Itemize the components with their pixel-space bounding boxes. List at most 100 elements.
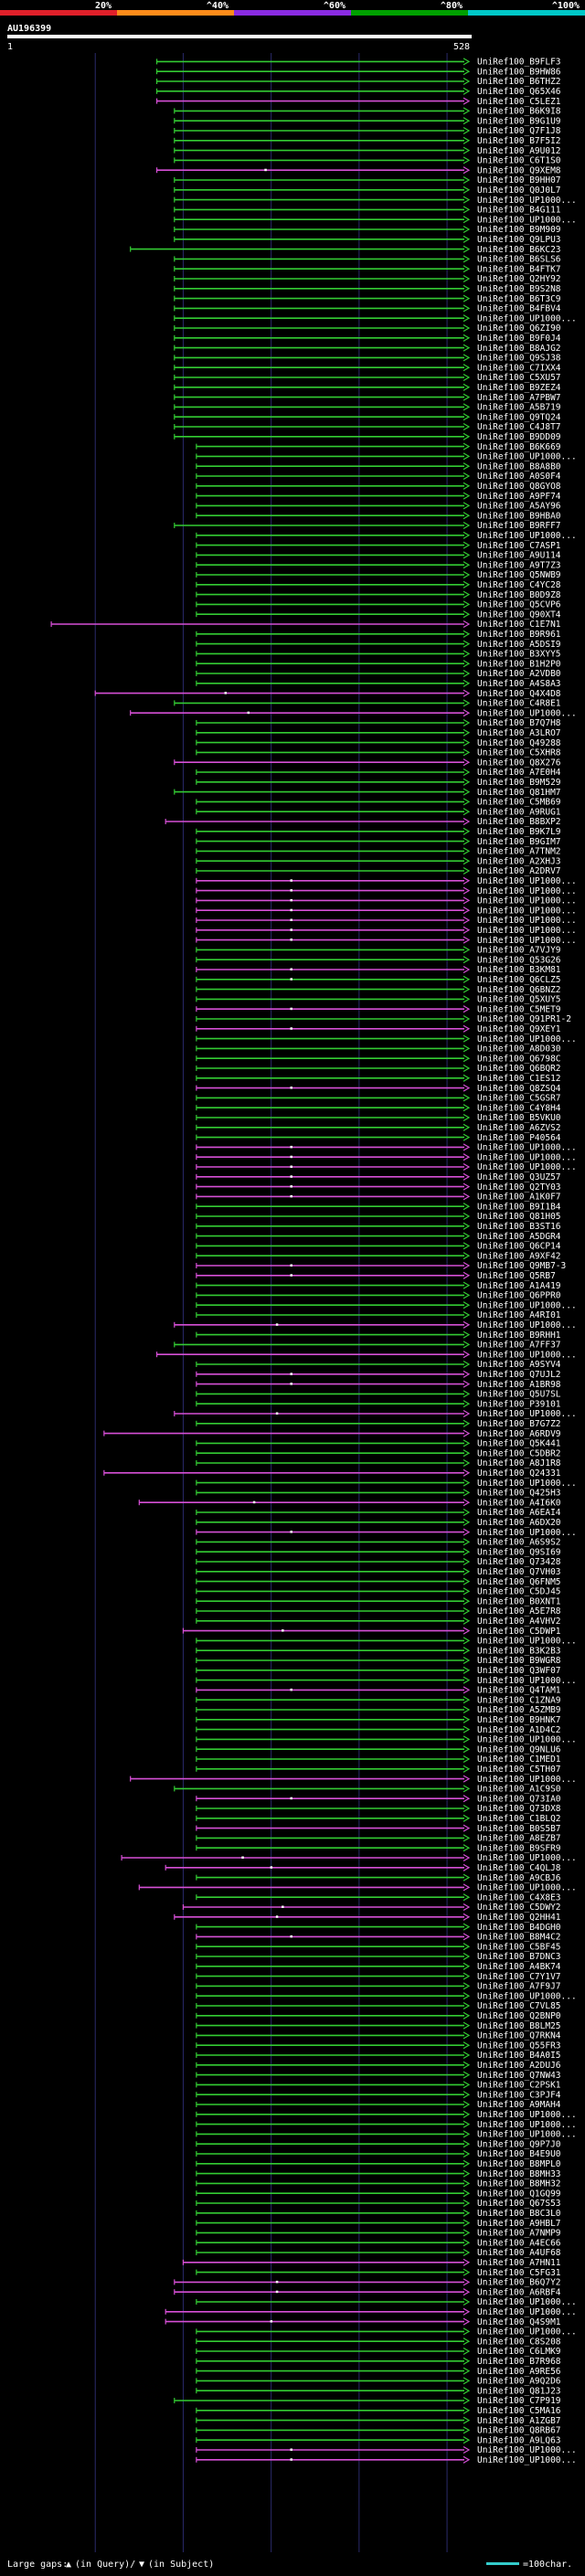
hit-label[interactable]: UniRef100_A5AY96 <box>477 502 561 512</box>
hit-row[interactable]: UniRef100_Q6BNZ2 <box>196 985 561 995</box>
hit-label[interactable]: UniRef100_A8J1R8 <box>477 1458 561 1468</box>
hit-row[interactable]: UniRef100_A5DGR4 <box>196 1232 561 1242</box>
hit-label[interactable]: UniRef100_A7NMP9 <box>477 2229 561 2239</box>
hit-label[interactable]: UniRef100_B8BXP2 <box>477 817 561 827</box>
hit-row[interactable]: UniRef100_C1BLQ2 <box>196 1814 561 1824</box>
hit-row[interactable]: UniRef100_A4VHV2 <box>196 1617 561 1627</box>
hit-label[interactable]: UniRef100_Q53G26 <box>477 955 561 965</box>
hit-label[interactable]: UniRef100_UP1000... <box>477 1162 577 1172</box>
hit-label[interactable]: UniRef100_Q90XT4 <box>477 610 561 620</box>
hit-label[interactable]: UniRef100_Q6PPR0 <box>477 1291 561 1301</box>
hit-row[interactable]: UniRef100_A4EC66 <box>196 2238 561 2248</box>
hit-label[interactable]: UniRef100_C2PSK1 <box>477 2081 561 2091</box>
hit-label[interactable]: UniRef100_UP1000... <box>477 2455 577 2465</box>
hit-row[interactable]: UniRef100_Q9SJ38 <box>174 354 561 364</box>
hit-row[interactable]: UniRef100_Q9P7J0 <box>196 2139 561 2149</box>
hit-row[interactable]: UniRef100_A7E0H4 <box>196 768 561 778</box>
hit-label[interactable]: UniRef100_Q81HM7 <box>477 788 561 798</box>
hit-label[interactable]: UniRef100_C7IXX4 <box>477 363 561 373</box>
hit-label[interactable]: UniRef100_Q6FNM5 <box>477 1577 561 1587</box>
hit-label[interactable]: UniRef100_B8M4C2 <box>477 1933 561 1943</box>
hit-label[interactable]: UniRef100_B7DNC3 <box>477 1952 561 1962</box>
hit-row[interactable]: UniRef100_B9M909 <box>174 225 561 235</box>
hit-row[interactable]: UniRef100_UP1000... <box>196 1152 577 1162</box>
hit-label[interactable]: UniRef100_B3XYY5 <box>477 650 561 660</box>
hit-row[interactable]: UniRef100_A7FF37 <box>174 1341 561 1351</box>
hit-label[interactable]: UniRef100_B1H2P0 <box>477 659 561 669</box>
hit-label[interactable]: UniRef100_C4R8E1 <box>477 699 561 709</box>
hit-label[interactable]: UniRef100_B9GIM7 <box>477 837 561 847</box>
hit-label[interactable]: UniRef100_A1A419 <box>477 1281 561 1291</box>
hit-row[interactable]: UniRef100_B9HH07 <box>174 175 561 186</box>
hit-row[interactable]: UniRef100_Q67S53 <box>196 2199 561 2209</box>
hit-row[interactable]: UniRef100_A6RBF4 <box>174 2287 561 2297</box>
hit-label[interactable]: UniRef100_B4A0I5 <box>477 2051 561 2061</box>
hit-row[interactable]: UniRef100_UP1000... <box>138 1883 577 1893</box>
hit-label[interactable]: UniRef100_Q24331 <box>477 1468 561 1479</box>
hit-row[interactable]: UniRef100_Q7RKN4 <box>196 2031 561 2041</box>
hit-label[interactable]: UniRef100_B0D9Z8 <box>477 590 561 600</box>
hit-label[interactable]: UniRef100_C1E7N1 <box>477 620 561 630</box>
hit-label[interactable]: UniRef100_A4EC66 <box>477 2238 561 2248</box>
hit-row[interactable]: UniRef100_C1MED1 <box>196 1754 561 1765</box>
hit-row[interactable]: UniRef100_B9FLF3 <box>155 58 561 68</box>
hit-label[interactable]: UniRef100_A4VHV2 <box>477 1617 561 1627</box>
hit-label[interactable]: UniRef100_C1BLQ2 <box>477 1814 561 1824</box>
hit-row[interactable]: UniRef100_A1A419 <box>196 1281 561 1291</box>
hit-label[interactable]: UniRef100_C5MET9 <box>477 1004 561 1014</box>
hit-label[interactable]: UniRef100_UP1000... <box>477 916 577 926</box>
hit-row[interactable]: UniRef100_A9XF42 <box>196 1251 561 1261</box>
hit-row[interactable]: UniRef100_C5XU57 <box>174 373 561 383</box>
hit-label[interactable]: UniRef100_A1D4C2 <box>477 1725 561 1735</box>
hit-label[interactable]: UniRef100_C5XHR8 <box>477 748 561 758</box>
hit-row[interactable]: UniRef100_B6THZ2 <box>155 77 561 87</box>
hit-row[interactable]: UniRef100_B9G1U9 <box>174 116 561 126</box>
hit-label[interactable]: UniRef100_B8MH33 <box>477 2169 561 2179</box>
hit-row[interactable]: UniRef100_UP1000... <box>121 1853 577 1863</box>
hit-label[interactable]: UniRef100_A0S0F4 <box>477 472 561 482</box>
hit-label[interactable]: UniRef100_A7F9J7 <box>477 1982 561 1992</box>
hit-label[interactable]: UniRef100_A9CBJ6 <box>477 1873 561 1883</box>
hit-row[interactable]: UniRef100_A7PBW7 <box>174 393 561 403</box>
hit-label[interactable]: UniRef100_B7R968 <box>477 2357 561 2367</box>
hit-row[interactable]: UniRef100_A5DSI9 <box>196 640 561 650</box>
hit-label[interactable]: UniRef100_A9RUG1 <box>477 807 561 817</box>
hit-row[interactable]: UniRef100_C5DBR2 <box>196 1448 561 1458</box>
hit-row[interactable]: UniRef100_C1ZNA9 <box>196 1695 561 1705</box>
hit-label[interactable]: UniRef100_A8D030 <box>477 1044 561 1055</box>
hit-row[interactable]: UniRef100_A7TNM2 <box>196 847 561 857</box>
hit-row[interactable]: UniRef100_UP1000... <box>196 1735 577 1745</box>
hit-label[interactable]: UniRef100_B6K9I8 <box>477 107 561 117</box>
hit-row[interactable]: UniRef100_Q81J23 <box>196 2386 561 2396</box>
hit-row[interactable]: UniRef100_Q4S9M1 <box>165 2317 561 2327</box>
hit-label[interactable]: UniRef100_C4Y8H4 <box>477 1103 561 1113</box>
hit-label[interactable]: UniRef100_A3LRO7 <box>477 728 561 738</box>
hit-row[interactable]: UniRef100_Q49288 <box>196 738 561 748</box>
hit-row[interactable]: UniRef100_B4E9U0 <box>196 2149 561 2159</box>
hit-row[interactable]: UniRef100_A7VJY9 <box>196 946 561 956</box>
hit-row[interactable]: UniRef100_B9RFF7 <box>174 521 561 531</box>
hit-row[interactable]: UniRef100_C4J8T7 <box>174 422 561 432</box>
hit-row[interactable]: UniRef100_Q55FR3 <box>196 2041 561 2051</box>
hit-row[interactable]: UniRef100_Q73IA0 <box>196 1794 561 1804</box>
hit-row[interactable]: UniRef100_A4S8A3 <box>196 679 561 689</box>
hit-label[interactable]: UniRef100_A6EAI4 <box>477 1508 561 1518</box>
hit-label[interactable]: UniRef100_A9U114 <box>477 551 561 561</box>
hit-row[interactable]: UniRef100_Q4TAM1 <box>196 1686 561 1696</box>
hit-row[interactable]: UniRef100_B9HBA0 <box>196 511 561 521</box>
hit-label[interactable]: UniRef100_UP1000... <box>477 1300 577 1310</box>
hit-row[interactable]: UniRef100_Q65X46 <box>155 87 561 97</box>
hit-row[interactable]: UniRef100_Q9TQ24 <box>174 412 561 422</box>
hit-label[interactable]: UniRef100_B3KM81 <box>477 965 561 975</box>
hit-row[interactable]: UniRef100_Q8RB67 <box>196 2426 561 2436</box>
hit-row[interactable]: UniRef100_B9K7L9 <box>196 827 561 837</box>
hit-label[interactable]: UniRef100_UP1000... <box>477 886 577 896</box>
hit-row[interactable]: UniRef100_Q0J0L7 <box>174 186 561 196</box>
hit-row[interactable]: UniRef100_B6KC23 <box>130 245 561 255</box>
hit-row[interactable]: UniRef100_Q5RB7 <box>196 1271 556 1281</box>
hit-label[interactable]: UniRef100_A5E7R8 <box>477 1606 561 1617</box>
hit-row[interactable]: UniRef100_A4BK74 <box>196 1962 561 1972</box>
hit-label[interactable]: UniRef100_Q1GQ99 <box>477 2189 561 2199</box>
hit-row[interactable]: UniRef100_A9CBJ6 <box>196 1873 561 1883</box>
hit-row[interactable]: UniRef100_Q5K441 <box>196 1439 561 1449</box>
